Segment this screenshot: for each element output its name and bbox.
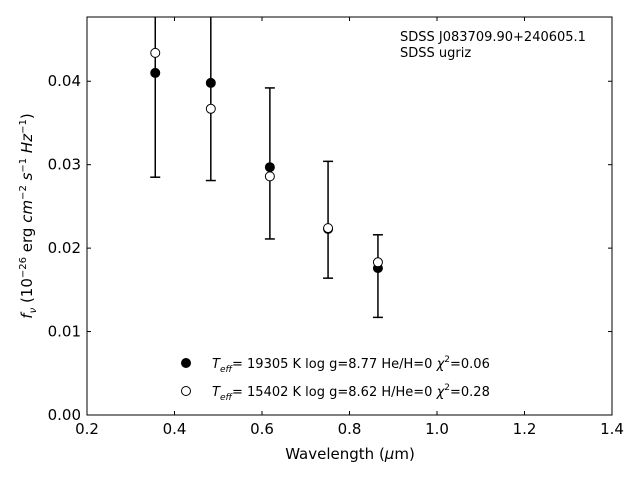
y-axis-label: fν (10−26 erg cm−2 s−1 Hz−1) (18, 113, 39, 318)
y-tick-label: 0.04 (48, 72, 81, 90)
x-tick-label: 0.2 (75, 420, 99, 438)
legend: Teff= 19305 K log g=8.77 He/H=0 χ2=0.06 … (181, 355, 490, 403)
model-point-open (372, 257, 383, 268)
data-markers (150, 47, 383, 274)
y-tick-label: 0.01 (48, 323, 81, 341)
legend-marker-open (181, 386, 191, 396)
model-point-open (150, 47, 161, 58)
x-tick-label: 1.4 (600, 420, 624, 438)
x-tick-label: 0.4 (163, 420, 187, 438)
model-point-open (205, 103, 216, 114)
legend-marker-filled (181, 358, 191, 368)
y-tick-label: 0.03 (48, 156, 81, 174)
x-tick-label: 1.0 (425, 420, 449, 438)
model-point-filled (264, 162, 275, 173)
x-tick-label: 1.2 (513, 420, 537, 438)
legend-entry-1: Teff= 19305 K log g=8.77 He/H=0 χ2=0.06 (212, 355, 490, 375)
x-tick-label: 0.6 (250, 420, 274, 438)
y-axis-ticks: 0.00 0.01 0.02 0.03 0.04 (48, 72, 612, 424)
y-tick-label: 0.00 (48, 406, 81, 424)
x-axis-label: Wavelength (μm) (285, 445, 415, 463)
x-axis-ticks: 0.2 0.4 0.6 0.8 1.0 1.2 1.4 (75, 17, 624, 438)
model-point-open (264, 171, 275, 182)
legend-entry-2: Teff= 15402 K log g=8.62 H/He=0 χ2=0.28 (212, 383, 490, 403)
model-point-filled (205, 77, 216, 88)
error-bars (150, 17, 383, 319)
model-point-open (323, 223, 334, 234)
model-point-filled (150, 67, 161, 78)
x-tick-label: 0.8 (338, 420, 362, 438)
plot-frame (86, 16, 613, 416)
y-tick-label: 0.02 (48, 239, 81, 257)
annotation-filters: SDSS ugriz (400, 46, 471, 61)
annotation-object-name: SDSS J083709.90+240605.1 (400, 30, 586, 45)
